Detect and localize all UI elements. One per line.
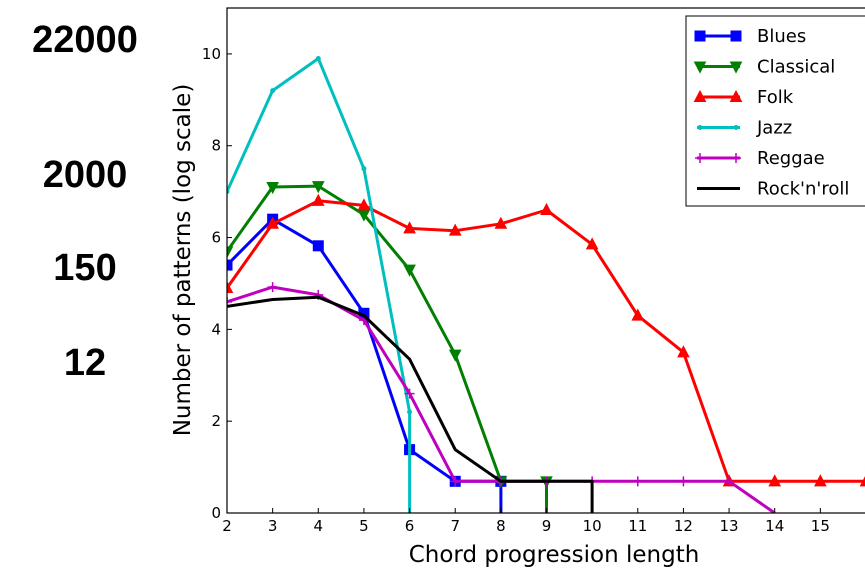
- data-point-marker: [267, 282, 278, 293]
- data-point-marker: [631, 308, 645, 321]
- data-point-marker: [404, 388, 415, 399]
- y-tick-label: 2: [211, 412, 221, 430]
- x-tick-label: 8: [496, 517, 506, 535]
- y-axis-label: Number of patterns (log scale): [170, 84, 196, 437]
- data-point-marker: [540, 202, 553, 215]
- legend-box: [685, 15, 865, 207]
- x-tick-label: 3: [268, 517, 278, 535]
- y-tick-label: 6: [211, 229, 221, 247]
- x-tick-label: 13: [720, 517, 739, 535]
- legend-label: Jazz: [756, 118, 792, 139]
- data-point-marker: [733, 125, 739, 130]
- y-tick-label: 4: [211, 320, 221, 338]
- data-point-marker: [403, 264, 416, 277]
- data-point-marker: [695, 153, 705, 163]
- data-point-marker: [494, 216, 508, 229]
- x-tick-label: 2: [222, 517, 232, 535]
- series-line: [227, 295, 594, 513]
- side-label-2000: 2000: [42, 154, 128, 196]
- side-label-22000: 22000: [32, 19, 138, 61]
- series-line: [227, 57, 412, 513]
- series-rock-n-roll: [227, 295, 594, 513]
- x-tick-label: 4: [314, 517, 324, 535]
- data-point-marker: [227, 280, 234, 294]
- data-point-marker: [311, 181, 325, 194]
- data-point-marker: [227, 246, 234, 259]
- x-tick-label: 7: [450, 517, 460, 535]
- data-point-marker: [227, 296, 232, 307]
- data-point-marker: [693, 61, 707, 74]
- data-point-marker: [227, 259, 233, 271]
- y-tick-label: 10: [202, 45, 221, 63]
- data-point-marker: [693, 89, 707, 102]
- legend-label: Folk: [757, 87, 794, 108]
- legend-entry: Reggae: [695, 148, 825, 169]
- x-tick-label: 11: [628, 517, 647, 535]
- series-classical: [227, 181, 553, 513]
- data-point-marker: [357, 198, 371, 211]
- x-tick-label: 12: [674, 517, 693, 535]
- data-point-marker: [768, 474, 782, 487]
- data-point-marker: [403, 221, 416, 234]
- x-tick-label: 5: [359, 517, 369, 535]
- legend-entry: Blues: [694, 26, 806, 47]
- data-point-marker: [697, 125, 703, 130]
- data-point-marker: [724, 476, 735, 487]
- series-folk: [227, 193, 865, 487]
- series-jazz: [227, 56, 413, 513]
- legend-label: Classical: [757, 57, 835, 78]
- legend-entry: Jazz: [697, 118, 792, 139]
- series-line: [227, 184, 548, 513]
- legend-label: Reggae: [757, 148, 825, 169]
- data-point-marker: [448, 349, 462, 362]
- data-point-marker: [266, 182, 279, 195]
- data-point-marker: [729, 61, 743, 74]
- data-point-marker: [311, 193, 325, 206]
- legend-entry: Folk: [693, 87, 794, 108]
- data-point-marker: [729, 89, 743, 102]
- y-tick-label: 8: [211, 137, 221, 155]
- data-point-marker: [859, 476, 865, 487]
- data-point-marker: [312, 240, 324, 252]
- legend-entry: Rock'n'roll: [697, 179, 849, 200]
- data-point-marker: [315, 56, 321, 61]
- x-axis-label: Chord progression length: [409, 542, 700, 568]
- data-point-marker: [450, 476, 461, 487]
- x-tick-label: 10: [583, 517, 602, 535]
- data-point-marker: [270, 88, 276, 94]
- x-tick-label: 6: [405, 517, 415, 535]
- legend: Blues Classical Folk Jazz Reggae Rock'n'roll: [685, 15, 865, 207]
- data-point-marker: [814, 474, 827, 487]
- data-point-marker: [677, 345, 690, 358]
- y-tick-label: 0: [211, 504, 221, 522]
- data-point-marker: [266, 216, 279, 229]
- x-tick-label: 14: [765, 517, 784, 535]
- data-point-marker: [731, 153, 741, 163]
- side-label-150: 150: [53, 247, 117, 289]
- data-point-marker: [678, 476, 689, 487]
- data-point-marker: [361, 166, 367, 172]
- data-point-marker: [694, 30, 706, 42]
- side-label-12: 12: [63, 342, 107, 384]
- legend-label: Rock'n'roll: [757, 179, 849, 200]
- data-point-marker: [585, 237, 599, 250]
- data-point-marker: [632, 476, 643, 487]
- plot-area: [227, 56, 865, 513]
- x-tick-label: 9: [542, 517, 552, 535]
- series-blues: [227, 213, 507, 513]
- x-tick-label: 15: [811, 517, 830, 535]
- legend-entry: Classical: [693, 57, 835, 78]
- legend-label: Blues: [757, 26, 806, 47]
- data-point-marker: [730, 30, 742, 42]
- data-point-marker: [407, 409, 413, 415]
- data-point-marker: [448, 223, 462, 236]
